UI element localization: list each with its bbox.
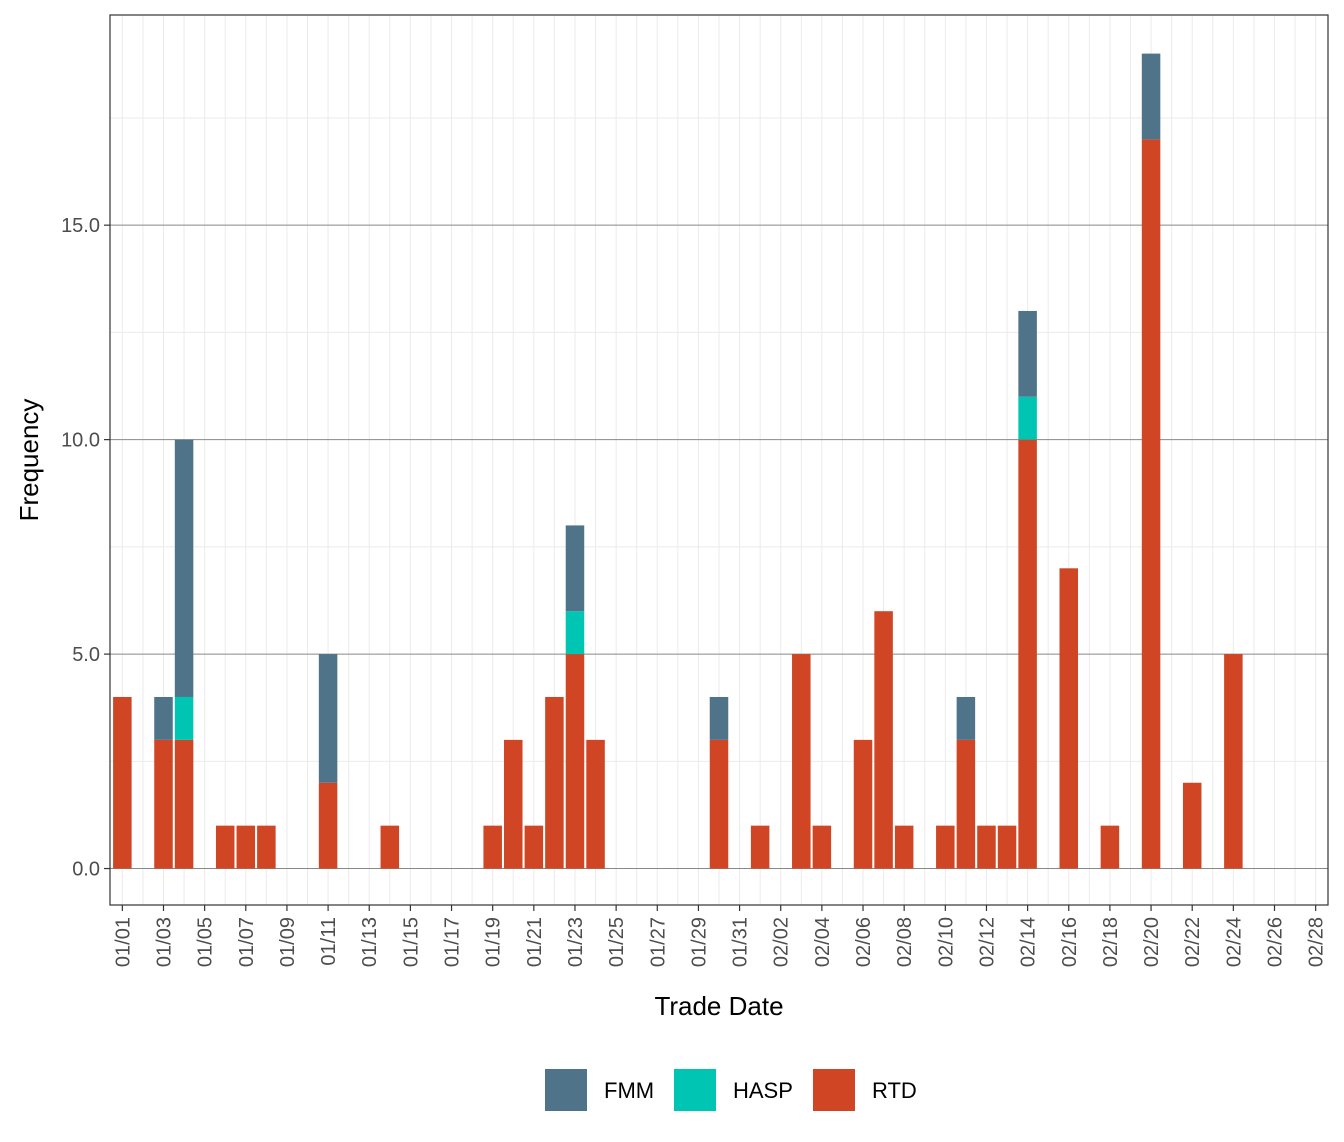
x-tick-label: 02/02 <box>771 917 793 967</box>
bar-segment-fmm <box>1018 310 1037 397</box>
x-tick-label: 01/15 <box>400 917 422 967</box>
x-tick-label: 02/28 <box>1306 917 1328 967</box>
y-tick-label: 0.0 <box>72 859 100 881</box>
bar-segment-rtd <box>709 739 729 869</box>
x-tick-label: 01/01 <box>112 917 134 967</box>
x-tick-label: 01/11 <box>318 917 340 966</box>
legend-swatch-rtd <box>813 1069 855 1111</box>
bar-segment-rtd <box>380 825 400 869</box>
bar-segment-rtd <box>545 696 564 869</box>
legend-label-fmm: FMM <box>604 1078 654 1103</box>
y-axis-title: Frequency <box>14 399 44 522</box>
bar-segment-rtd <box>894 825 914 869</box>
bar-segment-fmm <box>318 654 338 783</box>
bar-segment-rtd <box>318 782 338 869</box>
x-tick-label: 01/31 <box>730 917 752 967</box>
bar-segment-rtd <box>997 825 1017 869</box>
x-tick-label: 02/16 <box>1059 917 1081 967</box>
bar-segment-rtd <box>113 696 132 869</box>
y-axis: 0.0 5.0 10.0 15.0 <box>61 215 110 881</box>
y-tick-label: 15.0 <box>61 215 100 237</box>
x-tick-label: 01/13 <box>359 917 381 967</box>
x-tick-label: 02/22 <box>1182 917 1204 967</box>
bar-segment-rtd <box>1100 825 1120 869</box>
bar-segment-rtd <box>1141 139 1161 869</box>
x-tick-label: 01/09 <box>277 917 299 967</box>
bar-segment-rtd <box>565 654 585 869</box>
bar-segment-fmm <box>174 439 194 697</box>
bar-segment-fmm <box>1141 53 1161 140</box>
x-tick-label: 02/10 <box>935 917 957 967</box>
bar-segment-hasp <box>1018 396 1037 440</box>
x-tick-label: 02/14 <box>1018 917 1040 967</box>
x-tick-label: 01/07 <box>236 917 258 967</box>
bar-segment-rtd <box>874 611 893 869</box>
bar-segment-rtd <box>956 739 976 869</box>
bar-segment-rtd <box>174 739 194 869</box>
bar-segment-rtd <box>483 825 502 869</box>
bar-segment-rtd <box>503 739 523 869</box>
bar-segment-rtd <box>257 825 276 869</box>
bar-segment-rtd <box>1224 654 1243 869</box>
x-tick-label: 02/20 <box>1141 917 1163 967</box>
bar-segment-rtd <box>524 825 544 869</box>
bar-segment-rtd <box>812 825 832 869</box>
bar-segment-rtd <box>853 739 873 869</box>
x-tick-label: 01/21 <box>524 917 546 967</box>
bar-segment-fmm <box>154 696 173 740</box>
panel-border <box>109 14 1329 906</box>
y-tick-label: 10.0 <box>61 430 100 452</box>
x-tick-label: 01/03 <box>153 917 175 967</box>
x-tick-label: 01/29 <box>688 917 710 967</box>
bar-segment-rtd <box>977 825 996 869</box>
x-tick-label: 01/17 <box>442 917 464 967</box>
x-tick-label: 02/04 <box>812 917 834 967</box>
bar-segment-fmm <box>709 696 729 740</box>
y-tick-label: 5.0 <box>72 644 100 666</box>
bar-segment-rtd <box>750 825 770 869</box>
x-tick-label: 02/26 <box>1265 917 1287 967</box>
x-tick-label: 01/25 <box>606 917 628 967</box>
x-tick-label: 02/08 <box>894 917 916 967</box>
x-tick-label: 02/06 <box>853 917 875 967</box>
legend-label-hasp: HASP <box>733 1078 793 1103</box>
bars <box>113 53 1243 869</box>
bar-segment-fmm <box>956 696 976 740</box>
bar-segment-rtd <box>586 739 605 869</box>
bar-segment-rtd <box>215 825 235 869</box>
x-tick-label: 01/05 <box>195 917 217 967</box>
x-tick-label: 01/27 <box>647 917 669 967</box>
bar-segment-rtd <box>1182 782 1202 869</box>
bar-segment-rtd <box>1018 439 1037 869</box>
bar-segment-rtd <box>792 654 811 869</box>
x-tick-label: 02/18 <box>1100 917 1122 967</box>
legend-label-rtd: RTD <box>872 1078 917 1103</box>
bar-segment-rtd <box>236 825 256 869</box>
bar-segment-rtd <box>1059 568 1079 869</box>
x-tick-label: 02/24 <box>1223 917 1245 967</box>
legend: FMM HASP RTD <box>545 1069 917 1111</box>
x-tick-label: 01/23 <box>565 917 587 967</box>
legend-swatch-hasp <box>674 1069 716 1111</box>
bar-segment-hasp <box>565 611 585 655</box>
legend-swatch-fmm <box>545 1069 587 1111</box>
x-axis-title: Trade Date <box>654 991 783 1021</box>
bar-segment-hasp <box>174 696 194 740</box>
x-tick-label: 01/19 <box>483 917 505 967</box>
x-tick-label: 02/12 <box>976 917 998 967</box>
x-axis: 01/01 01/03 01/05 01/07 01/09 01/11 01/13 01/15… <box>112 905 1328 967</box>
bar-segment-fmm <box>565 525 585 612</box>
bar-segment-rtd <box>154 739 173 869</box>
bar-segment-rtd <box>936 825 955 869</box>
